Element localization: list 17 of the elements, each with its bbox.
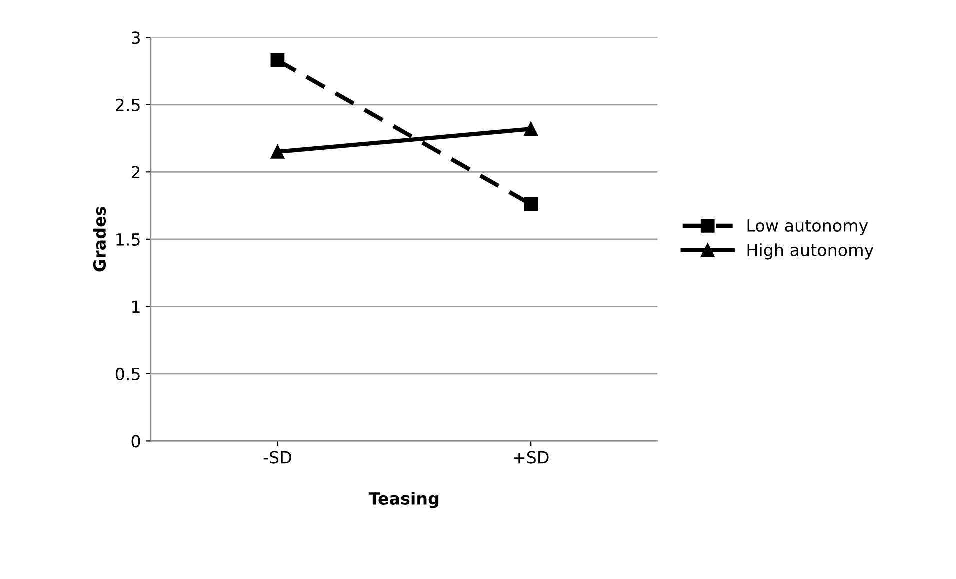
point — [524, 122, 538, 136]
x-axis-title: Teasing — [368, 492, 439, 508]
x-tick-label: +SD — [514, 451, 549, 464]
y-tick-label: 0.5 — [116, 368, 140, 381]
y-tick-label: 3 — [132, 32, 140, 44]
point — [270, 145, 285, 159]
y-tick-label: 1.5 — [116, 234, 140, 246]
x-tick-label: -SD — [264, 451, 292, 464]
legend-label: High autonomy — [748, 244, 874, 260]
y-tick-label: 2.5 — [116, 98, 140, 112]
y-axis-title: Grades — [93, 207, 106, 272]
y-tick-label: 2 — [132, 166, 140, 178]
point — [524, 197, 538, 212]
y-tick-label: 0 — [132, 435, 140, 448]
point — [270, 54, 285, 68]
y-tick-label: 1 — [132, 300, 140, 314]
legend-label: Low autonomy — [748, 220, 868, 236]
